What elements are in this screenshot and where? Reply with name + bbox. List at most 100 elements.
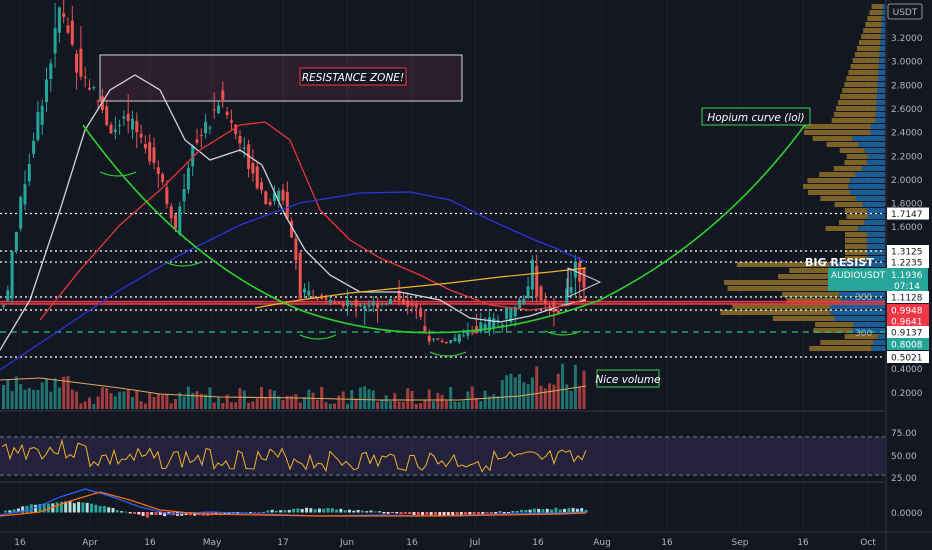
candle-body	[131, 118, 134, 130]
candle-body	[70, 20, 74, 45]
macd-histogram-bar	[537, 508, 541, 513]
candle-body	[165, 187, 169, 205]
macd-histogram-bar	[412, 512, 416, 517]
volume-profile-bar	[881, 28, 885, 33]
hopium-annotation[interactable]: Hopium curve (lol)	[701, 107, 811, 126]
macd-histogram-bar	[434, 512, 437, 516]
resistance-annotation-box	[299, 67, 407, 86]
price-tick-label: 2.4000	[891, 129, 923, 139]
volume-bar	[36, 389, 40, 409]
candle-body	[285, 191, 289, 219]
candle-body	[208, 127, 212, 129]
price-label-box	[887, 315, 929, 327]
macd-histogram-bar	[399, 512, 403, 515]
volume-bar	[427, 389, 431, 409]
candle-body	[122, 116, 126, 119]
candle-body	[432, 338, 435, 340]
volume-profile-bar	[848, 184, 885, 189]
volume-profile-bar	[852, 136, 885, 141]
macd-histogram-bar	[154, 512, 158, 515]
macd-histogram-bar	[408, 512, 412, 515]
candle-body	[290, 220, 294, 238]
volume-profile-bar	[864, 148, 885, 153]
macd-histogram-bar	[343, 510, 347, 513]
candle-body	[367, 305, 371, 307]
volume-bar	[449, 386, 453, 409]
price-tick-label: 1.6000	[891, 223, 923, 233]
volume-bar	[195, 391, 199, 409]
macd-histogram-bar	[438, 512, 442, 516]
volume-profile-bar	[844, 208, 867, 213]
macd-histogram-bar	[520, 509, 523, 513]
volume-profile-bar	[867, 16, 882, 21]
annotations[interactable]: RESISTANCE ZONE! Hopium curve (lol) Nice v…	[299, 67, 874, 388]
volume-profile-bar	[813, 328, 853, 333]
volume-profile-bar	[878, 64, 885, 69]
macd-histogram-bar	[485, 512, 489, 514]
volume-bar	[440, 394, 444, 409]
candle-body	[251, 162, 255, 174]
volume-bar	[569, 391, 573, 409]
volume-bar	[161, 394, 165, 409]
price-tick-label: 2.6000	[891, 105, 923, 115]
resistance-annotation[interactable]: RESISTANCE ZONE!	[299, 67, 407, 86]
candle-body	[66, 25, 70, 33]
price-label-text: 0.5021	[891, 354, 923, 364]
candle-body	[466, 330, 470, 336]
price-label-box	[887, 304, 929, 316]
candle-body	[79, 48, 83, 77]
volume-profile-bar	[861, 34, 881, 39]
big-resist-text: BIG RESIST	[805, 256, 874, 269]
volume-profile-bar	[842, 88, 878, 93]
volume-bar	[66, 376, 70, 409]
volume-bar	[255, 398, 259, 409]
support-mark	[99, 171, 137, 177]
volume-annotation[interactable]: Nice volume	[595, 369, 661, 388]
price-label-box	[887, 207, 929, 220]
volume-bar	[62, 376, 66, 409]
candle-body	[341, 303, 345, 307]
macd-histogram-bar	[29, 504, 33, 513]
volume-profile-bar	[845, 244, 867, 249]
volume-bar	[393, 393, 397, 409]
volume-profile-bar	[878, 70, 885, 75]
resistance-zone[interactable]	[99, 54, 463, 102]
macd-histogram-bar	[102, 506, 106, 513]
volume-bar	[436, 392, 440, 409]
volume-profile-bar	[804, 124, 871, 129]
volume-profile-bar	[833, 112, 876, 117]
volume-profile-bar	[736, 262, 830, 267]
candle-body	[23, 184, 27, 205]
volume-profile-bar	[877, 334, 885, 339]
volume-bar	[32, 389, 36, 409]
candle-body	[406, 300, 410, 307]
volume-profile-bar	[830, 310, 885, 315]
volume-profile-bar	[850, 64, 879, 69]
volume-profile-bar	[834, 202, 863, 207]
price-tick-label: 1.8000	[891, 200, 923, 210]
candle-body	[470, 332, 474, 334]
macd-histogram-bar	[107, 507, 111, 513]
volume-bar	[229, 402, 233, 409]
candle-body	[272, 192, 276, 202]
ma-slow-line	[0, 191, 587, 371]
price-label-text: 1.7147	[891, 210, 923, 220]
currency-box	[887, 3, 923, 20]
macd-histogram-bar	[317, 508, 321, 513]
macd-histogram-bar	[244, 511, 248, 513]
candle-body	[518, 299, 521, 309]
volume-profile-bar	[830, 304, 885, 309]
volume-bar	[70, 389, 74, 409]
candle-body	[462, 335, 466, 337]
candle-body	[191, 146, 195, 167]
volume-profile-bar	[877, 82, 885, 87]
volume-bar	[96, 396, 100, 409]
drawings[interactable]	[82, 124, 806, 357]
volume-bar	[208, 387, 212, 409]
volume-bar	[45, 378, 48, 409]
volume-bar	[389, 401, 392, 409]
time-tick-label: Aug	[593, 538, 611, 548]
candle-body	[40, 105, 44, 125]
volume-bar	[148, 392, 152, 409]
